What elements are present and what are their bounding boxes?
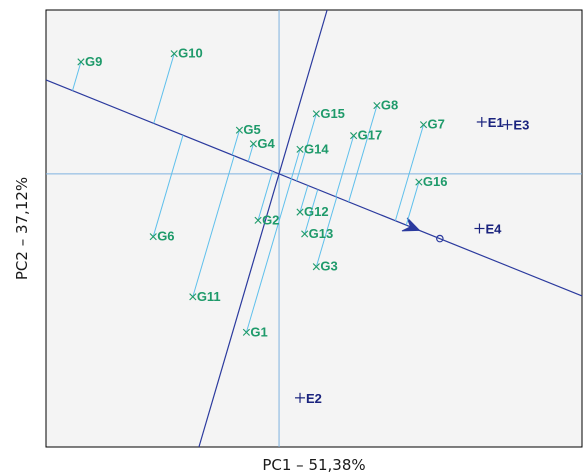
- genotype-marker-g7-stroke-b: [419, 121, 428, 129]
- genotype-marker-g9: [77, 58, 85, 66]
- projection-line-g8: [348, 105, 378, 203]
- projection-line-g3: [315, 196, 338, 267]
- genotype-marker-g15-stroke-b: [312, 110, 320, 118]
- genotype-marker-g15: [312, 110, 320, 118]
- genotype-label-g9: G9: [85, 54, 102, 69]
- genotype-label-g12: G12: [304, 204, 329, 219]
- environment-label-e2: E2: [306, 391, 322, 406]
- genotype-marker-g9-stroke-b: [77, 58, 85, 66]
- genotype-marker-g6-stroke-b: [149, 233, 157, 241]
- genotype-marker-g16: [415, 178, 423, 186]
- environment-marker-e3: [502, 119, 513, 130]
- projection-line-g14: [290, 149, 301, 179]
- genotype-marker-g8-stroke-b: [373, 102, 381, 110]
- genotype-label-g8: G8: [381, 98, 398, 113]
- projection-line-g11: [192, 155, 235, 297]
- environment-marker-e1: [476, 116, 487, 127]
- projection-line-g5: [231, 130, 240, 156]
- genotype-marker-g2: [254, 216, 262, 224]
- projection-line-g13: [304, 189, 319, 235]
- environment-label-e3: E3: [513, 118, 529, 133]
- aec-abscissa-line: [45, 79, 583, 297]
- genotype-label-g10: G10: [178, 46, 203, 61]
- aec-axes: [45, 9, 583, 448]
- genotype-marker-g11: [189, 293, 197, 301]
- genotype-label-g6: G6: [157, 229, 174, 244]
- genotype-label-g17: G17: [358, 128, 383, 143]
- projection-line-g1: [245, 178, 292, 333]
- plot-frame: [45, 9, 583, 448]
- genotype-label-g4: G4: [257, 136, 275, 151]
- genotype-marker-g17: [350, 132, 358, 140]
- genotype-marker-g4-stroke-b: [249, 140, 257, 148]
- genotype-label-g11: G11: [197, 289, 221, 304]
- point-markers: [77, 50, 513, 403]
- genotype-marker-g17-stroke-b: [350, 132, 358, 140]
- genotype-marker-g12-stroke-b: [296, 208, 304, 216]
- genotype-marker-g6: [149, 233, 157, 241]
- genotype-marker-g3: [312, 263, 320, 271]
- projection-line-g9: [72, 61, 82, 91]
- aec-arrow-icon: [401, 217, 421, 232]
- environment-label-e4: E4: [485, 222, 502, 237]
- environment-label-e1: E1: [488, 115, 504, 130]
- projection-line-g12: [299, 185, 309, 213]
- environment-marker-e2: [295, 392, 306, 403]
- aec-ordinate-line: [198, 9, 328, 448]
- genotype-label-g7: G7: [428, 117, 445, 132]
- genotype-marker-g3-stroke-b: [312, 263, 320, 271]
- genotype-label-g1: G1: [250, 324, 267, 339]
- origin-crosshair: [46, 10, 582, 447]
- genotype-marker-g10: [170, 50, 178, 58]
- genotype-marker-g14-stroke-b: [296, 145, 304, 153]
- genotype-label-g13: G13: [309, 226, 334, 241]
- genotype-marker-g5: [235, 126, 244, 134]
- genotype-marker-g1: [242, 328, 251, 336]
- genotype-label-g5: G5: [243, 122, 260, 137]
- genotype-marker-g2-stroke-b: [254, 216, 262, 224]
- projection-line-g15: [296, 113, 317, 182]
- genotype-label-g15: G15: [320, 106, 345, 121]
- projection-lines: [72, 53, 425, 333]
- genotype-marker-g4: [249, 140, 257, 148]
- genotype-marker-g10-stroke-b: [170, 50, 178, 58]
- genotype-marker-g1-stroke-b: [242, 328, 251, 336]
- environment-marker-e4: [474, 223, 485, 234]
- projection-line-g10: [153, 53, 175, 124]
- projection-line-g7: [394, 124, 425, 221]
- genotype-marker-g14: [296, 145, 304, 153]
- genotype-marker-g5-stroke-b: [235, 126, 244, 134]
- projection-line-g17: [335, 135, 355, 197]
- projection-line-g2: [257, 171, 273, 221]
- genotype-marker-g11-stroke-b: [189, 293, 197, 301]
- genotype-marker-g12: [296, 208, 304, 216]
- genotype-marker-g13: [301, 230, 309, 238]
- genotype-marker-g13-stroke-b: [301, 230, 309, 238]
- genotype-label-g2: G2: [262, 212, 279, 227]
- genotype-label-g16: G16: [423, 174, 448, 189]
- genotype-label-g14: G14: [304, 141, 329, 156]
- projection-line-g4: [247, 143, 254, 162]
- projection-line-g6: [152, 135, 184, 237]
- x-axis-title: PC1 – 51,38%: [262, 456, 365, 474]
- genotype-marker-g8: [373, 102, 381, 110]
- genotype-label-g3: G3: [320, 259, 337, 274]
- y-axis-title: PC2 – 37,12%: [13, 177, 31, 280]
- genotype-marker-g16-stroke-b: [415, 178, 423, 186]
- projection-line-g16: [405, 181, 420, 226]
- genotype-marker-g7: [419, 121, 428, 129]
- average-environment-marker: [436, 234, 444, 243]
